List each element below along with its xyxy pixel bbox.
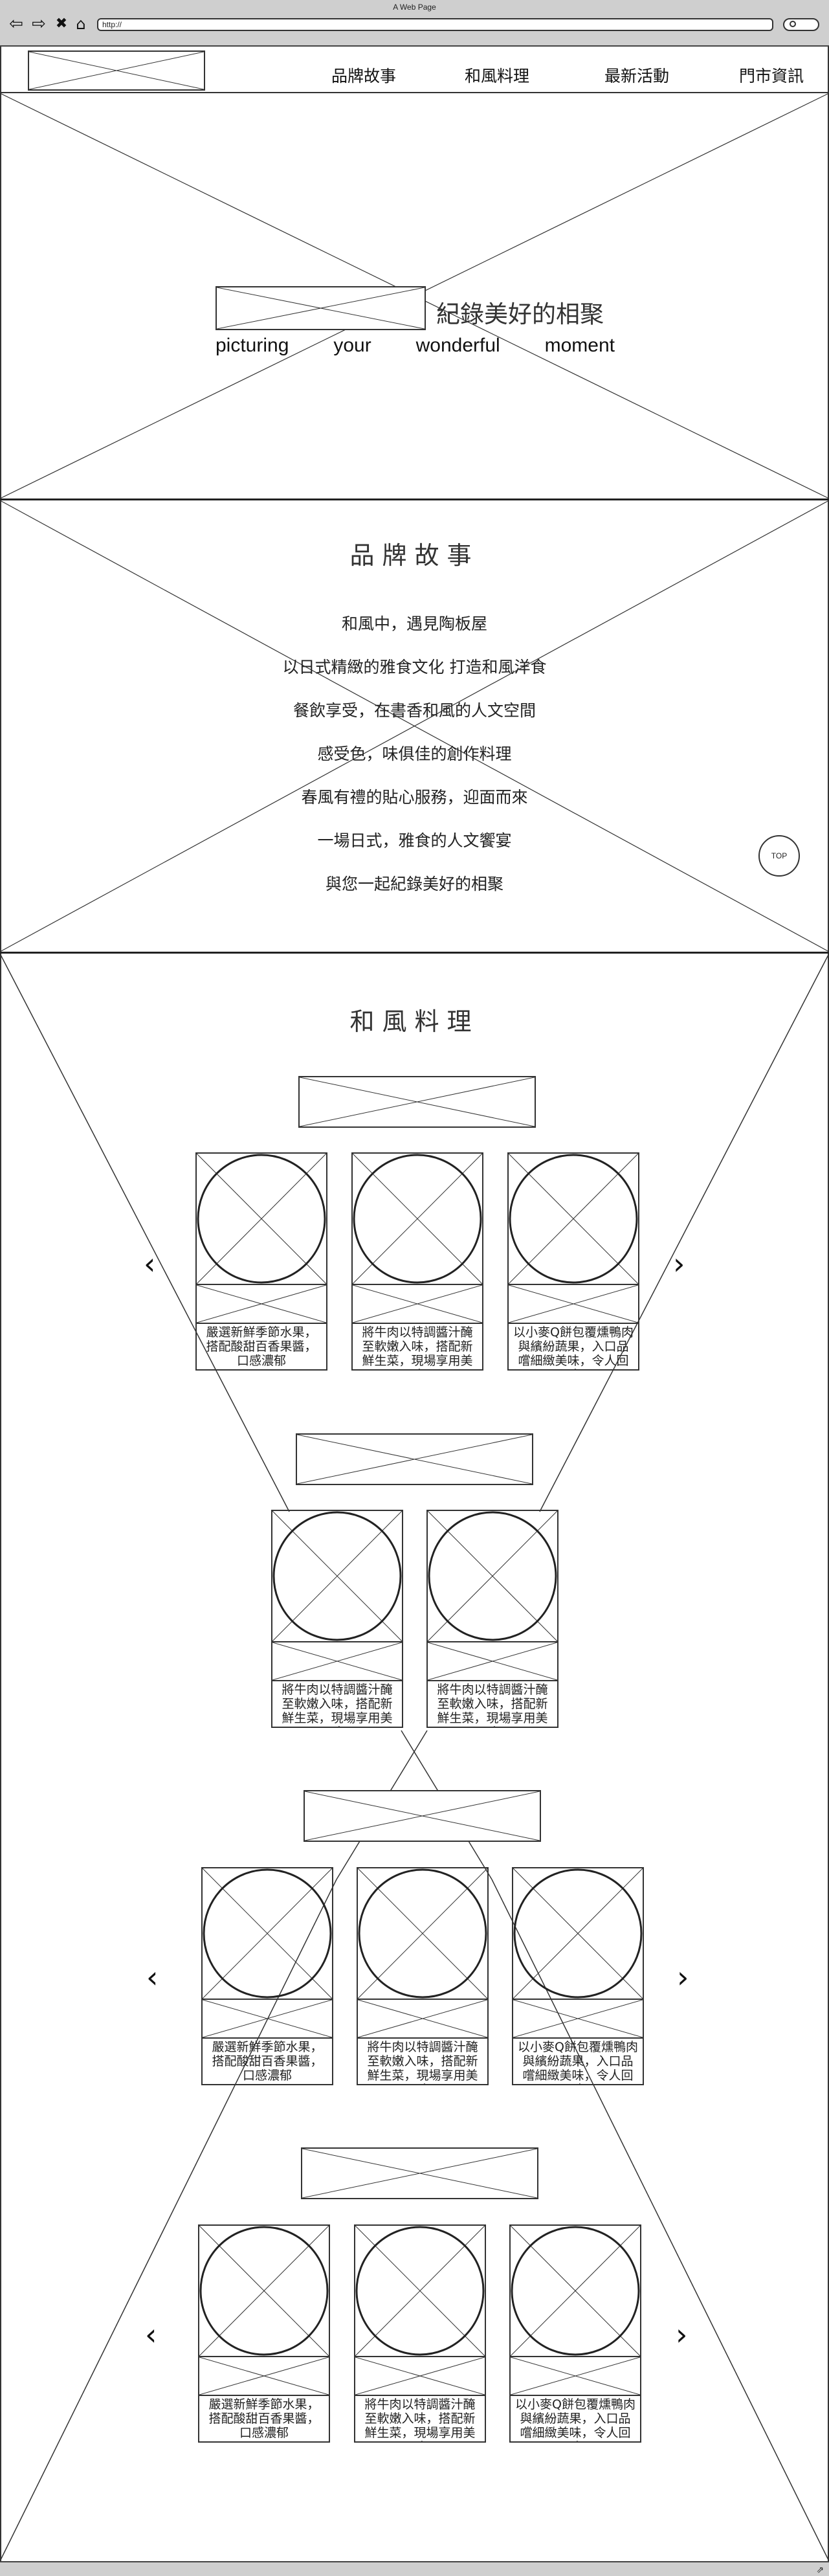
dish-image-placeholder bbox=[195, 1152, 327, 1285]
browser-toolbar: A Web Page ⇦ ⇨ ✖ ⌂ http:// bbox=[0, 0, 829, 47]
window-title: A Web Page bbox=[393, 3, 436, 12]
hero-subtitle-word: picturing bbox=[216, 335, 289, 356]
dish-thumb-placeholder bbox=[426, 1642, 558, 1681]
menu-card[interactable]: 將牛肉以特調醬汁醃至軟嫩入味，搭配新鮮生菜，現場享用美味 bbox=[354, 2224, 486, 2443]
story-background-placeholder bbox=[0, 500, 829, 952]
menu-card[interactable]: 將牛肉以特調醬汁醃至軟嫩入味，搭配新鮮生菜，現場享用美味 bbox=[351, 1152, 483, 1371]
dish-thumb-placeholder bbox=[271, 1642, 403, 1681]
carousel-next-icon[interactable]: › bbox=[676, 2317, 688, 2352]
dish-image-placeholder bbox=[507, 1152, 639, 1285]
dish-image-placeholder bbox=[354, 2224, 486, 2357]
menu-card[interactable]: 嚴選新鮮季節水果，搭配酸甜百香果醬，口感濃郁 bbox=[201, 1867, 333, 2085]
story-line: 餐飲享受，在書香和風的人文空間 bbox=[293, 701, 536, 720]
dish-thumb-placeholder bbox=[507, 1285, 639, 1324]
dish-thumb-placeholder bbox=[195, 1285, 327, 1324]
menu-card[interactable]: 以小麥Q餅包覆燻鴨肉與繽紛蔬果，入口品嚐細緻美味，令人回味 bbox=[509, 2224, 641, 2443]
menu-card[interactable]: 嚴選新鮮季節水果，搭配酸甜百香果醬，口感濃郁 bbox=[198, 2224, 330, 2443]
dish-description: 嚴選新鮮季節水果，搭配酸甜百香果醬，口感濃郁 bbox=[198, 2396, 330, 2443]
carousel-prev-icon[interactable]: ‹ bbox=[144, 1246, 156, 1281]
story-title: 品牌故事 bbox=[349, 541, 480, 570]
dish-image-placeholder bbox=[509, 2224, 641, 2357]
dish-description: 嚴選新鮮季節水果，搭配酸甜百香果醬，口感濃郁 bbox=[201, 2039, 333, 2085]
story-line: 一場日式，雅食的人文饗宴 bbox=[317, 831, 512, 850]
dish-thumb-placeholder bbox=[512, 2000, 644, 2039]
nav-latest-events[interactable]: 最新活動 bbox=[604, 67, 670, 85]
dish-description: 將牛肉以特調醬汁醃至軟嫩入味，搭配新鮮生菜，現場享用美味 bbox=[426, 1681, 558, 1728]
dish-image-placeholder bbox=[271, 1510, 403, 1642]
dish-thumb-placeholder bbox=[354, 2357, 486, 2396]
cuisine-title: 和風料理 bbox=[349, 1007, 480, 1036]
menu-card[interactable]: 將牛肉以特調醬汁醃至軟嫩入味，搭配新鮮生菜，現場享用美味 bbox=[357, 1867, 489, 2085]
nav-store-info[interactable]: 門市資訊 bbox=[739, 67, 804, 85]
home-icon[interactable]: ⌂ bbox=[76, 15, 86, 33]
menu-group-banner bbox=[304, 1790, 541, 1842]
site-header: 品牌故事 和風料理 最新活動 門市資訊 bbox=[0, 47, 829, 93]
dish-description: 將牛肉以特調醬汁醃至軟嫩入味，搭配新鮮生菜，現場享用美味 bbox=[354, 2396, 486, 2443]
nav-japanese-cuisine[interactable]: 和風料理 bbox=[465, 67, 530, 85]
stop-icon[interactable]: ✖ bbox=[55, 16, 68, 32]
dish-thumb-placeholder bbox=[357, 2000, 489, 2039]
resize-grip-icon[interactable]: ⇗ bbox=[816, 2565, 824, 2575]
hero-subtitle-word: wonderful bbox=[415, 335, 500, 356]
hero-subtitle: picturing your wonderful moment bbox=[216, 335, 615, 357]
story-line: 春風有禮的貼心服務，迎面而來 bbox=[301, 788, 528, 807]
story-line: 與您一起紀錄美好的相聚 bbox=[325, 875, 503, 893]
dish-description: 將牛肉以特調醬汁醃至軟嫩入味，搭配新鮮生菜，現場享用美味 bbox=[351, 1324, 483, 1371]
dish-image-placeholder bbox=[198, 2224, 330, 2357]
menu-card[interactable]: 嚴選新鮮季節水果，搭配酸甜百香果醬，口感濃郁 bbox=[195, 1152, 327, 1371]
dish-thumb-placeholder bbox=[509, 2357, 641, 2396]
page-frame bbox=[0, 47, 829, 2561]
dish-thumb-placeholder bbox=[351, 1285, 483, 1324]
dish-image-placeholder bbox=[351, 1152, 483, 1285]
dish-description: 將牛肉以特調醬汁醃至軟嫩入味，搭配新鮮生菜，現場享用美味 bbox=[271, 1681, 403, 1728]
story-line: 和風中，遇見陶板屋 bbox=[341, 614, 487, 633]
hero-section bbox=[0, 93, 829, 500]
dish-description: 以小麥Q餅包覆燻鴨肉與繽紛蔬果，入口品嚐細緻美味，令人回味 bbox=[509, 2396, 641, 2443]
hero-subtitle-word: moment bbox=[544, 335, 615, 356]
dish-description: 以小麥Q餅包覆燻鴨肉與繽紛蔬果，入口品嚐細緻美味，令人回味 bbox=[512, 2039, 644, 2085]
menu-group-banner bbox=[301, 2147, 538, 2199]
hero-title: 紀錄美好的相聚 bbox=[436, 300, 604, 328]
browser-status-bar: ⇗ bbox=[0, 2561, 829, 2576]
dish-thumb-placeholder bbox=[198, 2357, 330, 2396]
menu-card[interactable]: 將牛肉以特調醬汁醃至軟嫩入味，搭配新鮮生菜，現場享用美味 bbox=[426, 1510, 558, 1728]
carousel-next-icon[interactable]: › bbox=[673, 1246, 685, 1281]
dish-image-placeholder bbox=[426, 1510, 558, 1642]
browser-search-field[interactable] bbox=[783, 18, 819, 31]
menu-card[interactable]: 將牛肉以特調醬汁醃至軟嫩入味，搭配新鮮生菜，現場享用美味 bbox=[271, 1510, 403, 1728]
dish-description: 以小麥Q餅包覆燻鴨肉與繽紛蔬果，入口品嚐細緻美味，令人回味 bbox=[507, 1324, 639, 1371]
dish-description: 嚴選新鮮季節水果，搭配酸甜百香果醬，口感濃郁 bbox=[195, 1324, 327, 1371]
logo-placeholder[interactable] bbox=[28, 50, 205, 91]
search-icon bbox=[790, 21, 796, 27]
dish-image-placeholder bbox=[201, 1867, 333, 2000]
brand-story-section bbox=[0, 500, 829, 954]
hero-subtitle-word: your bbox=[333, 335, 371, 356]
hero-logo-placeholder bbox=[216, 286, 426, 330]
carousel-next-icon[interactable]: › bbox=[677, 1960, 689, 1995]
nav-brand-story[interactable]: 品牌故事 bbox=[331, 67, 397, 85]
menu-card[interactable]: 以小麥Q餅包覆燻鴨肉與繽紛蔬果，入口品嚐細緻美味，令人回味 bbox=[512, 1867, 644, 2085]
back-arrow-icon[interactable]: ⇦ bbox=[9, 14, 23, 34]
dish-image-placeholder bbox=[357, 1867, 489, 2000]
story-line: 以日式精緻的雅食文化 打造和風洋食 bbox=[282, 658, 547, 677]
carousel-prev-icon[interactable]: ‹ bbox=[146, 1960, 159, 1995]
dish-description: 將牛肉以特調醬汁醃至軟嫩入味，搭配新鮮生菜，現場享用美味 bbox=[357, 2039, 489, 2085]
dish-image-placeholder bbox=[512, 1867, 644, 2000]
menu-group-banner bbox=[296, 1433, 533, 1485]
menu-group-banner bbox=[298, 1076, 536, 1128]
menu-card[interactable]: 以小麥Q餅包覆燻鴨肉與繽紛蔬果，入口品嚐細緻美味，令人回味 bbox=[507, 1152, 639, 1371]
story-line: 感受色，味俱佳的創作料理 bbox=[317, 745, 512, 763]
url-bar[interactable]: http:// bbox=[97, 18, 773, 31]
forward-arrow-icon[interactable]: ⇨ bbox=[32, 14, 46, 34]
back-to-top-button[interactable]: TOP bbox=[758, 835, 800, 877]
dish-thumb-placeholder bbox=[201, 2000, 333, 2039]
carousel-prev-icon[interactable]: ‹ bbox=[145, 2317, 157, 2352]
